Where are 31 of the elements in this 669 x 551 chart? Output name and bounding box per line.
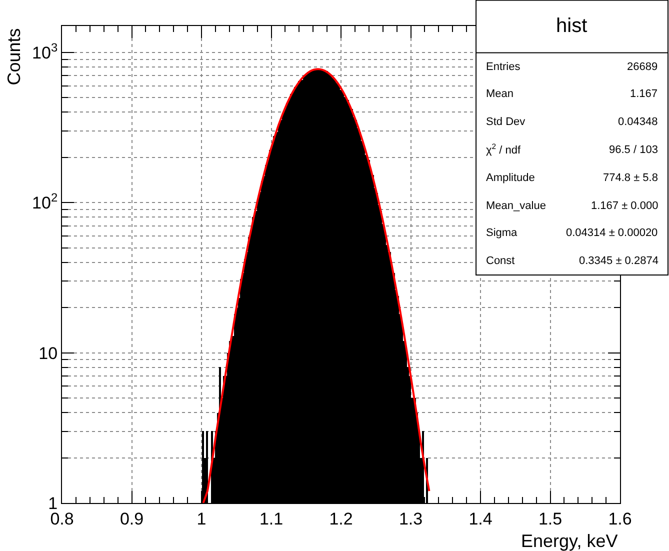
y-tick-label: 10$^{3}$ bbox=[32, 40, 58, 62]
annotation: 0.3345 ± 0.2874 bbox=[579, 255, 658, 267]
text: 1.167 bbox=[630, 88, 658, 100]
y-axis-title: Counts bbox=[4, 28, 24, 86]
x-tick-label: 1.1 bbox=[259, 509, 284, 528]
y-tick-label: 10$^{2}$ bbox=[32, 190, 58, 213]
annotation: hist bbox=[556, 15, 588, 37]
annotation: 1.167 ± 0.000 bbox=[591, 200, 658, 212]
annotation: Amplitude bbox=[486, 172, 535, 184]
line-series bbox=[202, 68, 430, 503]
y-tick-label: 10 bbox=[38, 344, 58, 363]
annotation: 96.5 / 103 bbox=[609, 144, 658, 156]
x-axis-title: Energy, keV bbox=[521, 531, 618, 551]
annotation: χ$^{2}$ / ndf bbox=[486, 142, 522, 157]
annotation: 774.8 ± 5.8 bbox=[603, 172, 658, 184]
annotation: Mean bbox=[486, 88, 514, 100]
annotation: Const bbox=[486, 255, 515, 267]
x-tick-label: 0.9 bbox=[120, 509, 144, 528]
x-tick-label: 1.2 bbox=[329, 509, 353, 528]
text: 26689 bbox=[627, 61, 658, 73]
annotation: 0.04348 bbox=[618, 116, 658, 128]
x-tick-label: 1.5 bbox=[538, 509, 562, 528]
x-tick-label: 1 bbox=[196, 509, 206, 528]
x-tick-label: 1.4 bbox=[468, 509, 492, 528]
x-tick-label: 1.6 bbox=[608, 509, 632, 528]
annotation: Sigma bbox=[486, 227, 518, 239]
annotation: Std Dev bbox=[486, 116, 526, 128]
annotation: Entries bbox=[486, 61, 521, 73]
annotation: 0.04314 ± 0.00020 bbox=[566, 227, 658, 239]
x-tick-label: 1.3 bbox=[398, 509, 423, 528]
annotation: Mean_value bbox=[486, 200, 546, 212]
